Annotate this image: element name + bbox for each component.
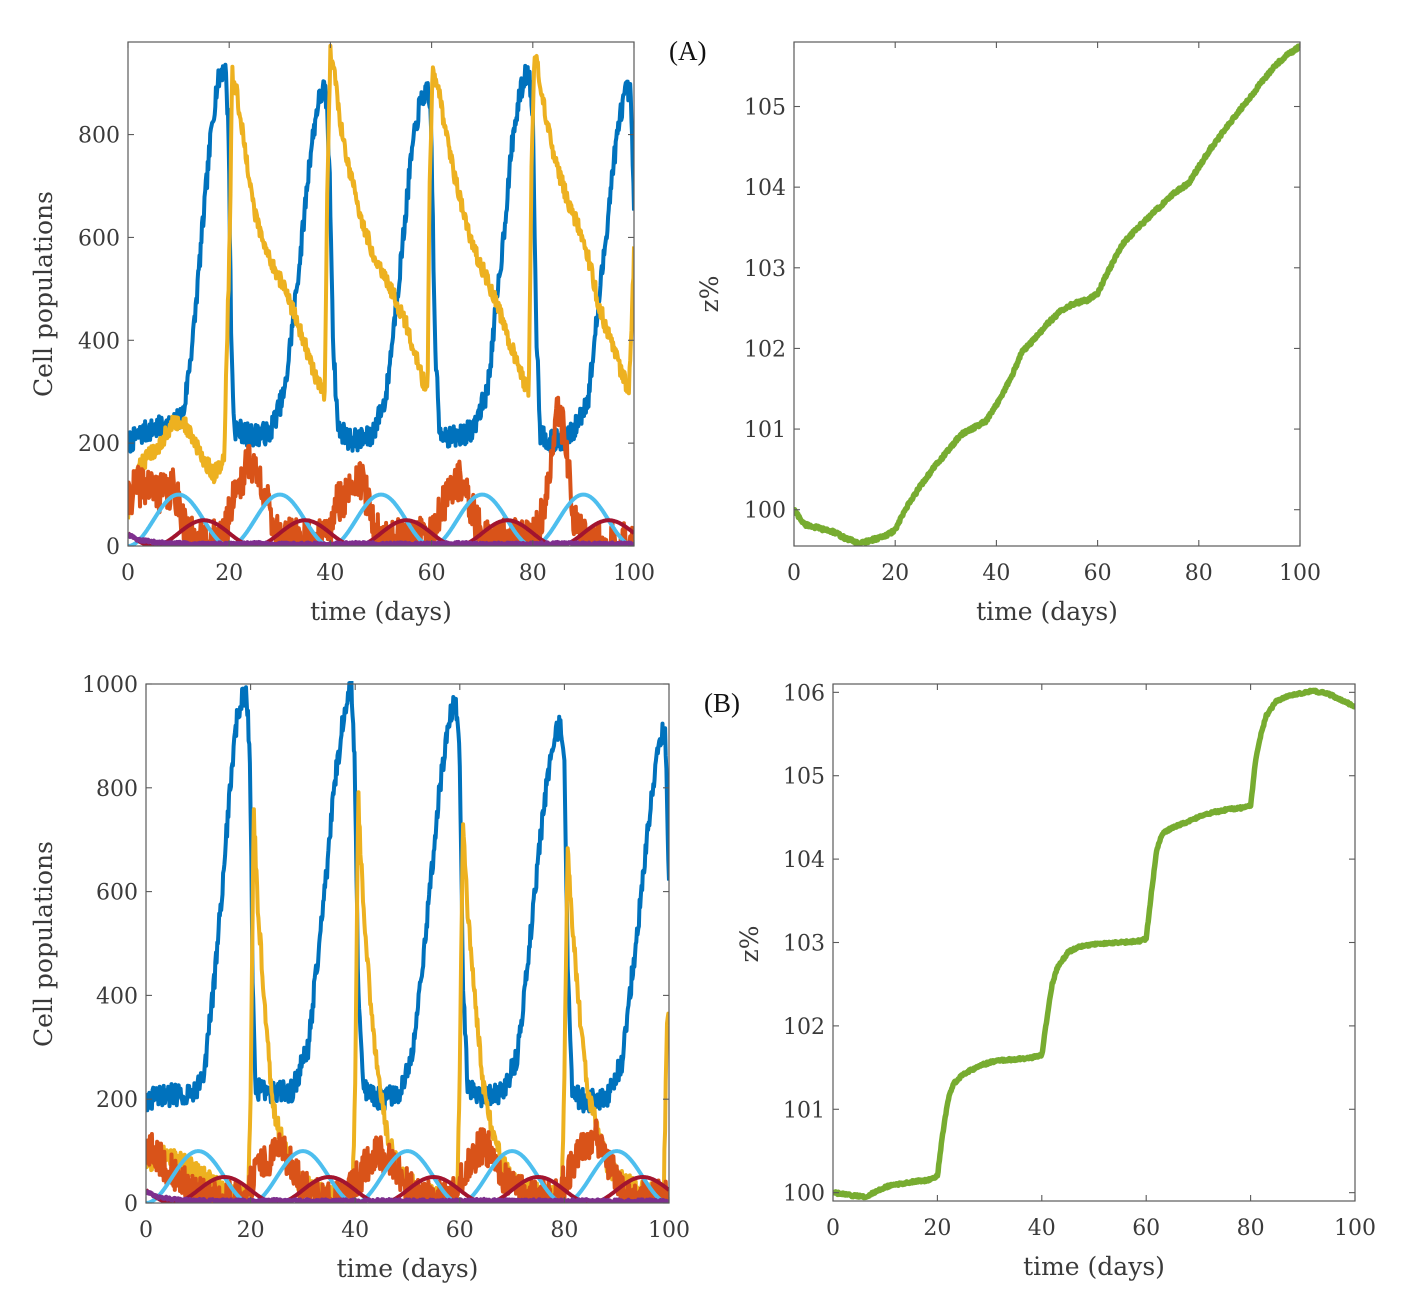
y-tick-label: 200 — [78, 432, 120, 457]
y-tick-label: 103 — [744, 257, 786, 282]
x-tick-label: 100 — [1334, 1216, 1376, 1241]
y-tick-label: 0 — [106, 535, 120, 560]
x-tick-label: 60 — [446, 1218, 474, 1243]
series-line — [794, 43, 1300, 546]
x-tick-label: 0 — [139, 1218, 153, 1243]
x-tick-label: 60 — [1084, 561, 1112, 586]
y-tick-label: 0 — [124, 1192, 138, 1217]
y-tick-label: 200 — [96, 1088, 138, 1113]
y-tick-label: 800 — [96, 777, 138, 802]
x-axis-label: time (days) — [337, 1254, 479, 1283]
y-tick-label: 100 — [783, 1182, 825, 1207]
y-axis-label: Cell populations — [29, 191, 58, 397]
series-line — [146, 681, 669, 1114]
x-tick-label: 80 — [519, 561, 547, 586]
series-line — [833, 687, 1355, 1201]
y-axis-label: z% — [735, 926, 764, 963]
x-tick-label: 20 — [215, 561, 243, 586]
y-tick-label: 100 — [744, 499, 786, 524]
y-tick-label: 400 — [96, 984, 138, 1009]
y-tick-label: 1000 — [82, 673, 138, 698]
plot-frame — [127, 41, 635, 547]
x-tick-label: 40 — [1028, 1216, 1056, 1241]
series-line — [146, 1189, 669, 1203]
y-tick-label: 600 — [78, 226, 120, 251]
y-tick-label: 103 — [783, 932, 825, 957]
series-line — [146, 1149, 669, 1203]
plot-b-z-percent: 0 20 40 60 80 100 100 101 102 103 104 105 106 time (d… — [735, 681, 1376, 1281]
x-tick-label: 40 — [316, 561, 344, 586]
x-tick-label: 40 — [982, 561, 1010, 586]
y-axis-label: Cell populations — [29, 841, 58, 1047]
x-tick-label: 0 — [121, 561, 135, 586]
y-tick-label: 105 — [744, 96, 786, 121]
series-line — [128, 492, 634, 546]
y-tick-label: 400 — [78, 329, 120, 354]
x-axis-label: time (days) — [310, 597, 452, 626]
x-tick-label: 20 — [237, 1218, 265, 1243]
x-tick-label: 80 — [1237, 1216, 1265, 1241]
plot-frame — [145, 683, 670, 1204]
x-tick-label: 100 — [1279, 561, 1321, 586]
y-tick-label: 600 — [96, 881, 138, 906]
x-tick-label: 80 — [550, 1218, 578, 1243]
y-tick-label: 101 — [744, 418, 786, 443]
x-tick-label: 20 — [881, 561, 909, 586]
x-tick-label: 20 — [923, 1216, 951, 1241]
y-tick-label: 800 — [78, 124, 120, 149]
x-tick-label: 40 — [341, 1218, 369, 1243]
y-tick-label: 102 — [783, 1015, 825, 1040]
x-tick-label: 60 — [418, 561, 446, 586]
y-tick-label: 104 — [783, 848, 825, 873]
y-tick-label: 106 — [783, 681, 825, 706]
series-line — [128, 43, 634, 520]
panel-label-b: (B) — [704, 688, 740, 718]
y-axis-label: z% — [695, 276, 724, 313]
plot-a-z-percent: 0 20 40 60 80 100 100 101 102 103 104 105 time (days… — [695, 41, 1321, 626]
panel-label-a: (A) — [669, 36, 706, 66]
x-tick-label: 0 — [826, 1216, 840, 1241]
plot-frame — [793, 41, 1301, 547]
x-tick-label: 0 — [787, 561, 801, 586]
x-tick-label: 80 — [1185, 561, 1213, 586]
x-tick-label: 100 — [648, 1218, 690, 1243]
plot-a-cell-populations: 0 20 40 60 80 100 0 200 400 600 800 time (days) Cell… — [29, 41, 655, 626]
x-tick-label: 60 — [1132, 1216, 1160, 1241]
y-tick-label: 102 — [744, 337, 786, 362]
x-axis-label: time (days) — [976, 597, 1118, 626]
y-tick-label: 101 — [783, 1098, 825, 1123]
series-line — [128, 532, 634, 546]
x-axis-label: time (days) — [1023, 1252, 1165, 1281]
y-tick-label: 105 — [783, 765, 825, 790]
series-line — [128, 62, 634, 454]
y-tick-label: 104 — [744, 176, 786, 201]
x-tick-label: 100 — [613, 561, 655, 586]
